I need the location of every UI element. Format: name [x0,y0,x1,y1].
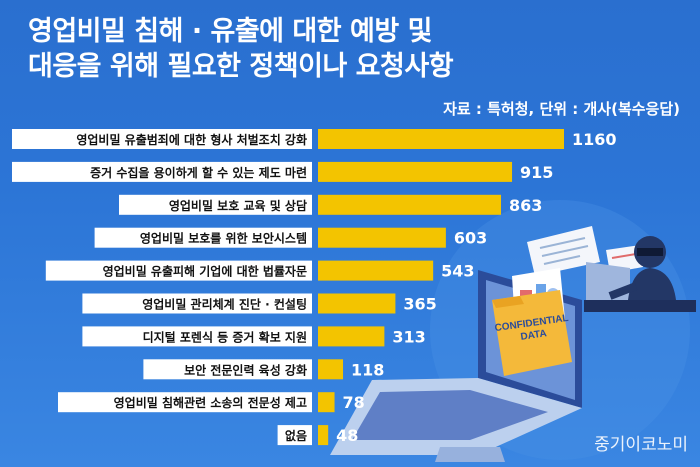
value-label: 863 [509,196,542,215]
source-note: 자료 : 특허청, 단위 : 개사(복수응답) [443,100,680,118]
category-label-box [119,194,312,215]
value-label: 603 [454,229,487,248]
category-label: 영업비밀 보호 교육 및 상담 [169,198,307,213]
hacker-icon [584,236,696,312]
folder-icon [492,268,572,376]
data-label: DATA [520,328,548,343]
bar [318,194,502,215]
credit-logo: 중기이코노미 [594,435,688,455]
value-label: 543 [441,262,474,281]
category-label-box [143,359,312,380]
value-label: 365 [403,295,436,314]
bar [318,392,335,413]
category-label-box [94,227,312,248]
category-label: 없음 [285,428,307,443]
chart-title-line-1: 영업비밀 침해 · 유출에 대한 예방 및 [28,16,432,47]
value-label: 118 [351,360,384,379]
category-label: 영업비밀 유출피해 기업에 대한 법률자문 [103,264,307,279]
bar [318,260,434,281]
value-label: 915 [520,163,553,182]
chart-title-line-2: 대응을 위해 필요한 정책이나 요청사항 [28,51,454,82]
category-label: 영업비밀 유출범죄에 대한 형사 처벌조치 강화 [76,132,307,147]
category-label: 보안 전문인력 육성 강화 [184,362,307,377]
bar [318,227,446,248]
category-label-box [12,129,312,149]
category-label-box [12,161,312,182]
category-label: 증거 수집을 용이하게 할 수 있는 제도 마련 [90,165,307,180]
value-label: 48 [336,426,358,445]
bar [318,293,396,314]
value-label: 1160 [572,130,617,149]
floating-document-icon [527,226,600,276]
bar [318,326,385,347]
category-label: 영업비밀 보호를 위한 보안시스템 [140,231,307,246]
category-label-box [82,326,313,347]
bar [318,161,513,182]
category-label-box [277,425,312,446]
bar [318,425,329,446]
bar [318,129,564,149]
category-label-box [45,260,313,281]
category-label-box [58,392,312,413]
category-label: 영업비밀 침해관련 소송의 전문성 제고 [114,395,307,410]
chart-title: 영업비밀 침해 · 유출에 대한 예방 및 대응을 위해 필요한 정책이나 요청… [28,14,454,84]
bar [318,359,344,380]
value-label: 313 [392,327,425,346]
category-label: 영업비밀 관리체계 진단 · 컨설팅 [142,297,307,312]
value-label: 78 [343,393,365,412]
category-label-box [82,293,313,314]
category-label: 디지털 포렌식 등 증거 확보 지원 [143,329,307,344]
